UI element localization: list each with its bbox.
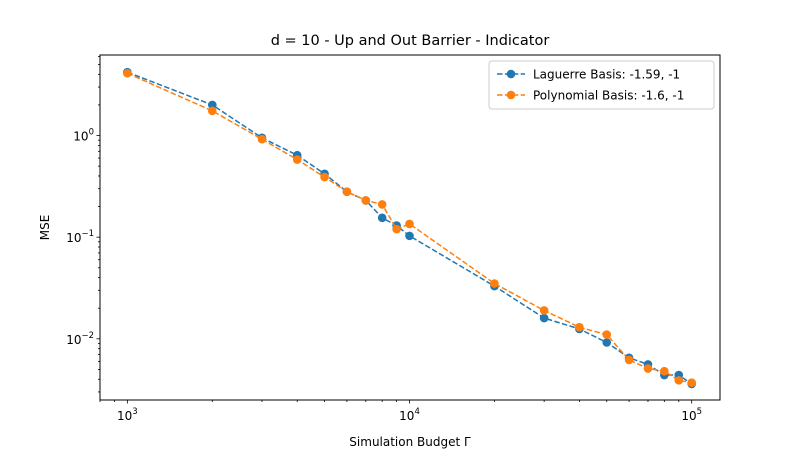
- data-point-series-2: [207, 106, 217, 116]
- x-axis: 103 104 105: [99, 400, 702, 423]
- y-tick-label: 100: [73, 128, 94, 144]
- y-tick-label: 10−1: [66, 229, 94, 245]
- x-tick-label: 103: [117, 407, 138, 423]
- legend-marker-1: [506, 69, 516, 79]
- legend-label-2: Polynomial Basis: -1.6, -1: [533, 89, 684, 103]
- y-axis-title: MSE: [38, 215, 52, 241]
- y-tick-label: 10−2: [66, 331, 94, 347]
- data-point-series-2: [292, 155, 302, 164]
- data-point-series-1: [539, 313, 549, 323]
- plot-frame: [99, 54, 721, 401]
- series-layer: [123, 67, 696, 389]
- data-point-series-2: [405, 219, 414, 229]
- data-point-series-2: [123, 68, 132, 78]
- legend-label-1: Laguerre Basis: -1.59, -1: [533, 68, 680, 82]
- data-point-series-1: [377, 213, 387, 223]
- data-point-series-2: [392, 224, 401, 234]
- data-point-series-2: [320, 172, 329, 182]
- data-point-series-2: [361, 196, 371, 205]
- y-axis: 10−2 10−1 100: [66, 56, 100, 393]
- data-point-series-2: [490, 279, 499, 288]
- data-point-series-2: [660, 366, 669, 376]
- data-point-series-2: [539, 306, 549, 315]
- data-point-series-2: [602, 330, 612, 339]
- x-tick-label: 104: [399, 407, 420, 423]
- data-point-series-2: [575, 322, 584, 332]
- data-point-series-2: [377, 200, 387, 209]
- data-point-series-2: [643, 364, 653, 373]
- data-point-series-2: [342, 187, 352, 197]
- data-point-series-2: [687, 378, 696, 387]
- data-point-series-1: [405, 231, 414, 241]
- data-point-series-2: [624, 355, 634, 365]
- x-axis-title: Simulation Budget Γ: [349, 435, 471, 449]
- legend-marker-2: [506, 90, 516, 100]
- data-point-series-1: [602, 338, 612, 347]
- data-point-series-1: [207, 100, 217, 110]
- legend-box: [488, 60, 715, 110]
- legend: Laguerre Basis: -1.59, -1 Polynomial Basi…: [488, 60, 715, 110]
- data-point-series-2: [674, 376, 684, 385]
- chart-title: d = 10 - Up and Out Barrier - Indicator: [271, 33, 550, 49]
- data-point-series-2: [257, 134, 267, 144]
- x-tick-label: 105: [681, 407, 702, 423]
